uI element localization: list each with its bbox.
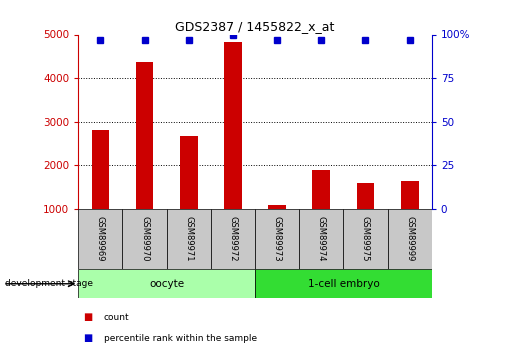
Bar	[255, 269, 432, 298]
Bar	[313, 170, 330, 209]
Text: ■: ■	[83, 313, 92, 322]
Text: GSM89970: GSM89970	[140, 216, 149, 262]
Text: percentile rank within the sample: percentile rank within the sample	[104, 334, 257, 343]
Bar	[357, 184, 374, 209]
Bar	[91, 130, 109, 209]
Bar	[78, 269, 255, 298]
Bar	[401, 181, 419, 209]
Bar	[299, 209, 343, 269]
Text: GSM89969: GSM89969	[96, 216, 105, 262]
Text: GSM89972: GSM89972	[228, 216, 237, 262]
Bar	[343, 209, 388, 269]
Bar	[268, 205, 286, 209]
Text: GSM89974: GSM89974	[317, 216, 326, 262]
Text: GSM89973: GSM89973	[273, 216, 282, 262]
Bar	[78, 209, 123, 269]
Bar	[388, 209, 432, 269]
Bar	[255, 209, 299, 269]
Text: development stage: development stage	[5, 279, 93, 288]
Text: GSM89999: GSM89999	[405, 216, 414, 262]
Bar	[167, 209, 211, 269]
Text: GSM89975: GSM89975	[361, 216, 370, 262]
Text: oocyte: oocyte	[149, 279, 184, 289]
Title: GDS2387 / 1455822_x_at: GDS2387 / 1455822_x_at	[175, 20, 335, 33]
Text: 1-cell embryo: 1-cell embryo	[308, 279, 379, 289]
Bar	[123, 209, 167, 269]
Bar	[211, 209, 255, 269]
Text: ■: ■	[83, 333, 92, 343]
Text: GSM89971: GSM89971	[184, 216, 193, 262]
Text: count: count	[104, 313, 129, 322]
Bar	[224, 42, 242, 209]
Bar	[136, 61, 154, 209]
Bar	[180, 136, 197, 209]
